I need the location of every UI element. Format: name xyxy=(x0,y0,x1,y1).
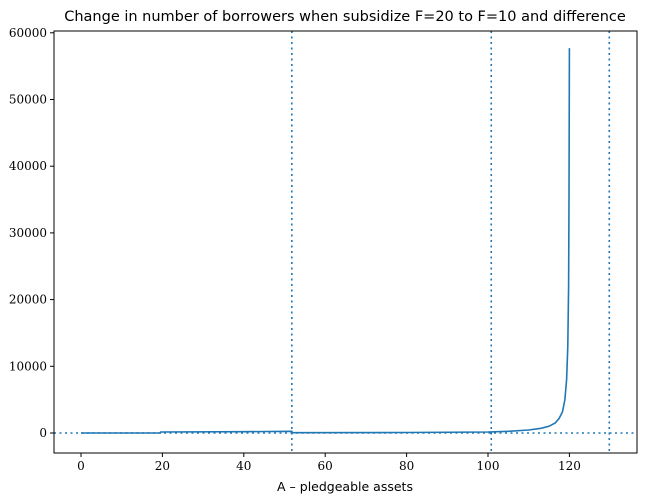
x-tick-label: 60 xyxy=(318,459,333,473)
chart-title: Change in number of borrowers when subsi… xyxy=(64,9,626,25)
y-tick-label: 60000 xyxy=(9,26,47,40)
x-tick-label: 20 xyxy=(155,459,170,473)
y-tick-label: 40000 xyxy=(9,159,47,173)
x-axis-label: A – pledgeable assets xyxy=(277,479,413,494)
x-axis-ticks: 0 20 40 60 80 100 120 xyxy=(77,453,581,473)
x-tick-label: 100 xyxy=(477,459,500,473)
y-tick-label: 50000 xyxy=(9,93,47,107)
axes-frame xyxy=(53,30,638,454)
y-tick-label: 20000 xyxy=(9,293,47,307)
y-axis-ticks: 0 10000 20000 30000 40000 50000 60000 xyxy=(9,26,54,440)
plot-area xyxy=(54,31,637,453)
y-tick-label: 0 xyxy=(39,426,47,440)
reference-lines xyxy=(54,31,637,453)
y-tick-label: 10000 xyxy=(9,359,47,373)
y-tick-label: 30000 xyxy=(9,226,47,240)
x-tick-label: 0 xyxy=(77,459,85,473)
x-tick-label: 120 xyxy=(558,459,581,473)
x-tick-label: 40 xyxy=(236,459,251,473)
data-line xyxy=(81,48,571,434)
x-tick-label: 80 xyxy=(399,459,414,473)
